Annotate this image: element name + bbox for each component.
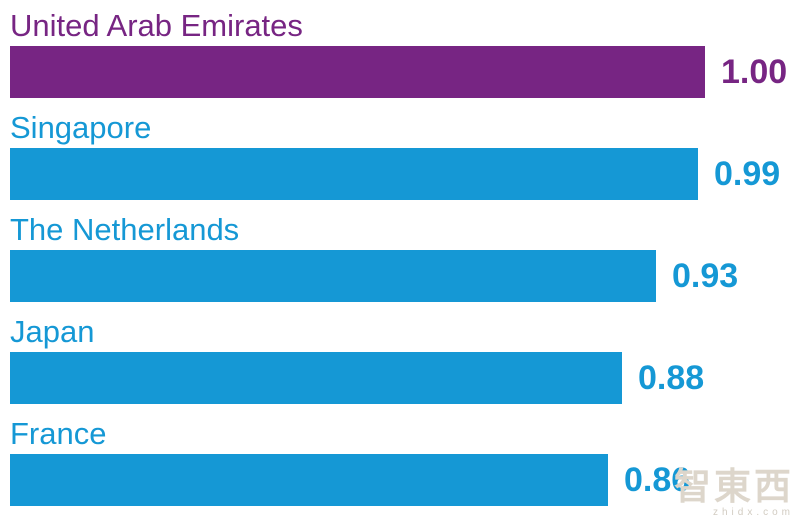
bar [10,46,705,98]
chart-row: The Netherlands 0.93 [10,210,800,302]
bar-chart: United Arab Emirates 1.00 Singapore 0.99… [10,6,800,506]
bar-line: 1.00 [10,46,800,98]
watermark-subtext: zhidx.com [712,507,794,518]
bar-line: 0.93 [10,250,800,302]
value-label: 1.00 [721,53,788,91]
value-label: 0.99 [714,155,781,193]
chart-row: United Arab Emirates 1.00 [10,6,800,98]
bar-line: 0.86 [10,454,800,506]
value-label: 0.86 [624,461,691,499]
bar-line: 0.88 [10,352,800,404]
bar [10,352,622,404]
chart-row: France 0.86 [10,414,800,506]
bar [10,250,656,302]
bar [10,148,698,200]
category-label: United Arab Emirates [10,8,303,43]
value-label: 0.93 [672,257,739,295]
chart-row: Singapore 0.99 [10,108,800,200]
chart-row: Japan 0.88 [10,312,800,404]
bar [10,454,608,506]
category-label: The Netherlands [10,212,240,247]
category-label: Singapore [10,110,152,145]
bar-line: 0.99 [10,148,800,200]
category-label: Japan [10,314,95,349]
value-label: 0.88 [638,359,705,397]
category-label: France [10,416,107,451]
